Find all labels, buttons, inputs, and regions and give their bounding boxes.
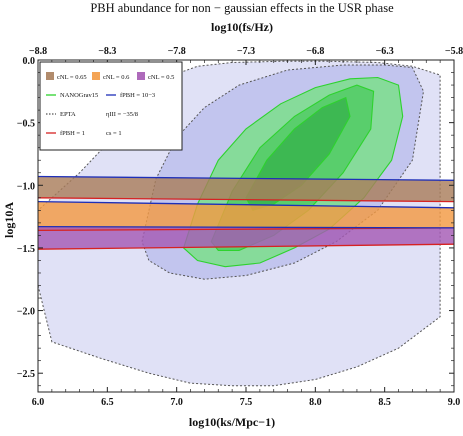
- y-tick-label: −1.5: [17, 244, 35, 255]
- legend-line-label-6: cs = 1: [106, 130, 122, 137]
- top-tick-label: −7.3: [237, 46, 255, 57]
- top-tick-label: −7.8: [168, 46, 186, 57]
- legend-label-1: cNL = 0.65: [57, 74, 87, 81]
- curve-6: [37, 243, 455, 250]
- band-1: [38, 176, 454, 202]
- legend-label-2: cNL = 0.6: [103, 74, 130, 81]
- legend-swatch-1: [46, 72, 54, 80]
- band-3: [38, 226, 454, 250]
- legend-swatch-3: [137, 72, 145, 80]
- legend-line-label-5: fPBH = 1: [60, 130, 85, 137]
- legend-line-label-3: EPTA: [60, 111, 76, 118]
- x-tick-label: 7.0: [170, 397, 183, 408]
- top-axis-label: log10(fs/Hz): [211, 20, 273, 34]
- curve-3: [37, 200, 455, 209]
- legend-label-3: cNL = 0.5: [148, 74, 174, 81]
- axis-ticks: 6.0 6.5 7.0 7.5 8.0 8.5 9.0 −8.8 −8.3 −7.8 −7.3 −6.…: [17, 46, 463, 408]
- curve-2: [37, 197, 455, 203]
- top-tick-label: −5.8: [445, 46, 463, 57]
- y-axis-label: log10A: [2, 202, 16, 238]
- curve-5: [37, 225, 455, 229]
- y-tick-label: −0.5: [17, 119, 35, 130]
- plot-bands: [38, 176, 454, 250]
- y-tick-label: −1.0: [17, 181, 35, 192]
- x-axis-label: log10(ks/Mpc−1): [189, 415, 275, 429]
- y-tick-label: −2.5: [17, 369, 35, 380]
- curve-1: [37, 175, 455, 181]
- legend-items: cNL = 0.65 cNL = 0.6 cNL = 0.5 NANOGrav15 fP…: [46, 72, 174, 137]
- top-tick-label: −6.3: [376, 46, 394, 57]
- legend-swatch-2: [92, 72, 100, 80]
- legend: cNL = 0.65 cNL = 0.6 cNL = 0.5 NANOGrav15 fP…: [39, 61, 183, 151]
- x-tick-label: 8.0: [309, 397, 322, 408]
- top-tick-label: −8.3: [98, 46, 116, 57]
- x-tick-label: 8.5: [378, 397, 391, 408]
- top-tick-label: −8.8: [29, 46, 47, 57]
- legend-line-label-4: ηIII = −35/8: [106, 111, 138, 118]
- plot-curves: [37, 175, 455, 250]
- x-tick-label: 7.5: [240, 397, 253, 408]
- x-tick-label: 6.0: [32, 397, 45, 408]
- y-tick-label: −2.0: [17, 307, 35, 318]
- legend-box: [39, 61, 183, 151]
- top-tick-label: −6.8: [306, 46, 324, 57]
- band-2: [38, 201, 454, 231]
- legend-line-label-2: fPBH = 10−3: [120, 92, 155, 99]
- chart-title: PBH abundance for non − gaussian effects…: [90, 1, 394, 15]
- y-tick-label: 0.0: [23, 56, 36, 67]
- x-tick-label: 9.0: [448, 397, 461, 408]
- x-tick-label: 6.5: [101, 397, 114, 408]
- legend-line-label-1: NANOGrav15: [60, 92, 98, 99]
